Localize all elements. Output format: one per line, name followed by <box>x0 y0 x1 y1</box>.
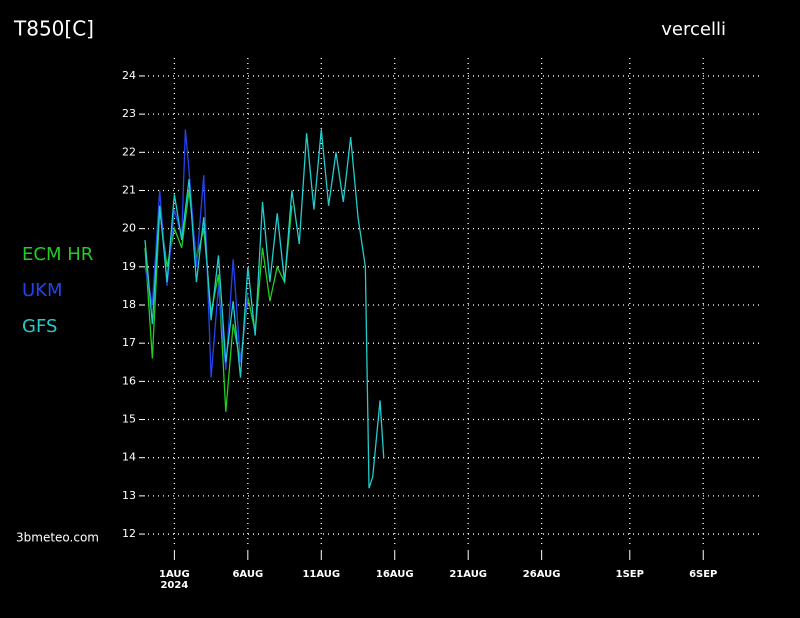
x-tick-label: 16AUG <box>376 569 414 580</box>
y-tick-label: 14 <box>122 451 136 464</box>
y-tick-label: 18 <box>122 298 136 311</box>
series-line <box>144 190 293 412</box>
y-tick-label: 24 <box>122 69 136 82</box>
y-tick-label: 21 <box>122 183 136 196</box>
y-tick-label: 15 <box>122 413 136 426</box>
location: vercelli <box>661 19 726 40</box>
x-tick-label: 26AUG <box>523 569 561 580</box>
watermark: 3bmeteo.com <box>16 531 99 545</box>
series-line <box>144 129 385 489</box>
y-tick-label: 13 <box>122 489 136 502</box>
x-tick-label: 11AUG <box>302 569 340 580</box>
y-tick-label: 20 <box>122 222 136 235</box>
y-tick-label: 23 <box>122 107 136 120</box>
x-tick-label: 21AUG <box>449 569 487 580</box>
x-tick-label: 1AUG <box>159 569 190 580</box>
x-tick-label: 1SEP <box>616 569 644 580</box>
y-tick-label: 12 <box>122 527 136 540</box>
y-tick-label: 19 <box>122 260 136 273</box>
y-tick-label: 22 <box>122 145 136 158</box>
y-tick-label: 16 <box>122 374 136 387</box>
chart-title: T850[C] <box>13 17 94 41</box>
legend-entry: GFS <box>22 316 57 337</box>
legend-entry: UKM <box>22 280 63 301</box>
x-tick-label: 6AUG <box>232 569 263 580</box>
legend-entry: ECM HR <box>22 244 93 265</box>
y-tick-label: 17 <box>122 336 136 349</box>
x-sublabel: 2024 <box>160 580 188 591</box>
x-tick-label: 6SEP <box>689 569 717 580</box>
